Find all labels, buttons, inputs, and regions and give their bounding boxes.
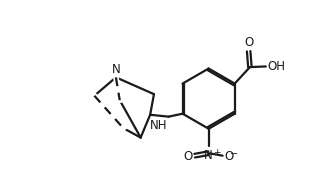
Text: OH: OH	[267, 60, 285, 73]
Text: +: +	[213, 148, 220, 157]
Text: O: O	[244, 36, 253, 49]
Text: −: −	[230, 149, 238, 159]
Text: NH: NH	[150, 119, 167, 132]
Text: N: N	[204, 149, 213, 162]
Text: O: O	[224, 150, 234, 163]
Text: N: N	[112, 63, 120, 76]
Text: O: O	[183, 150, 193, 163]
